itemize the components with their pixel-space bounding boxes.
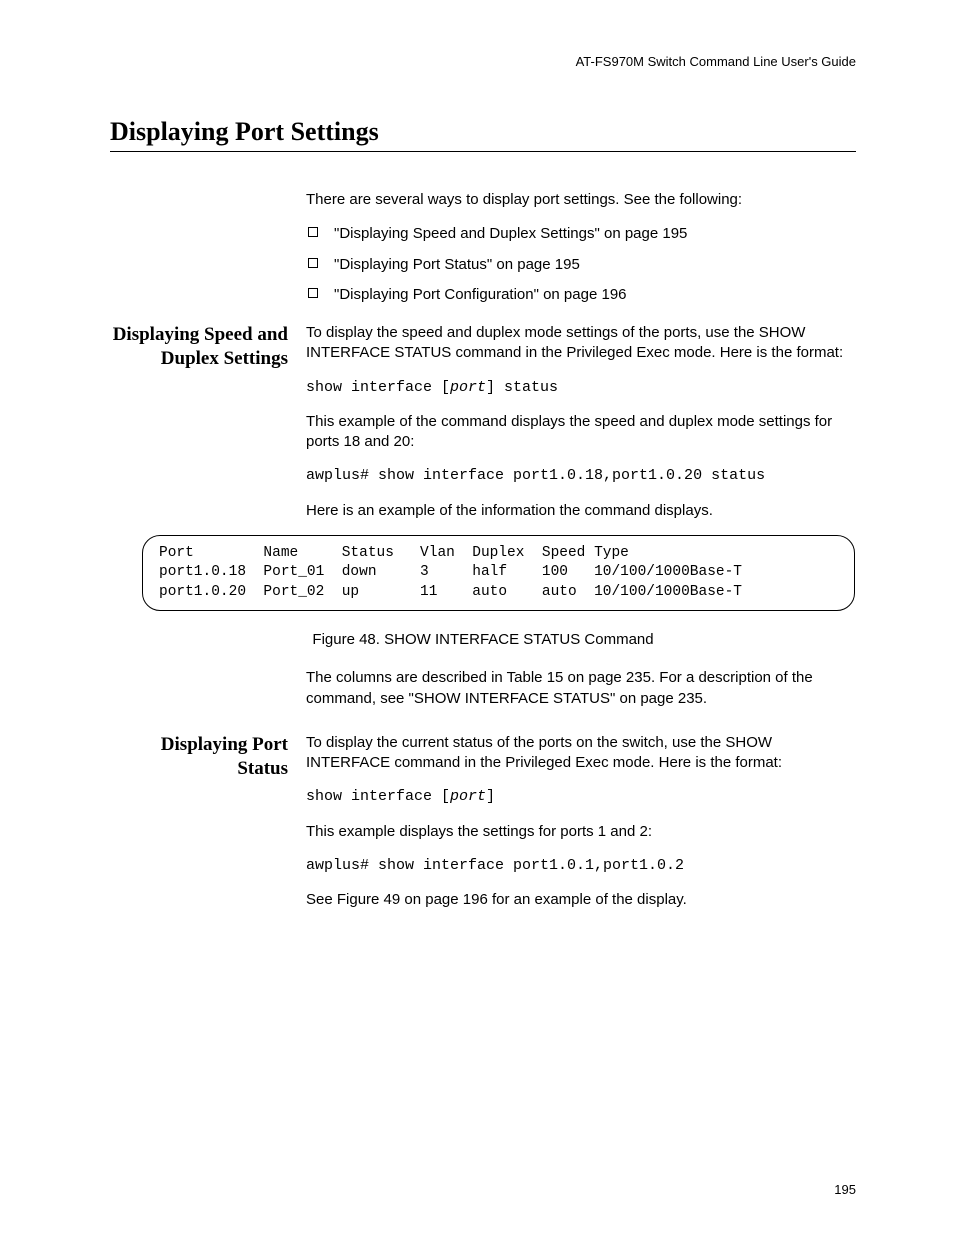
cmd-text: ]: [486, 788, 495, 805]
bullet-marker-icon: [308, 258, 318, 268]
section2-p2: This example displays the settings for p…: [306, 822, 856, 842]
bullet-text: "Displaying Port Configuration" on page …: [334, 286, 627, 303]
section2-p1: To display the current status of the por…: [306, 733, 856, 774]
bullet-marker-icon: [308, 227, 318, 237]
section1-p2: This example of the command displays the…: [306, 412, 856, 453]
section2-p3: See Figure 49 on page 196 for an example…: [306, 890, 856, 910]
section2-heading: Displaying Port Status: [110, 733, 288, 781]
bullet-item: "Displaying Speed and Duplex Settings" o…: [306, 224, 856, 244]
cmd-text: ] status: [486, 379, 558, 396]
section1-p1: To display the speed and duplex mode set…: [306, 323, 856, 364]
after-figure-paragraph: The columns are described in Table 15 on…: [306, 668, 856, 709]
bullet-marker-icon: [308, 288, 318, 298]
after-figure-row: The columns are described in Table 15 on…: [110, 668, 856, 723]
section1-p3: Here is an example of the information th…: [306, 501, 856, 521]
title-rule: [110, 151, 856, 152]
section1-example: awplus# show interface port1.0.18,port1.…: [306, 466, 856, 486]
page-title: Displaying Port Settings: [110, 117, 856, 147]
bullet-text: "Displaying Port Status" on page 195: [334, 256, 580, 273]
section2-example: awplus# show interface port1.0.1,port1.0…: [306, 856, 856, 876]
bullet-item: "Displaying Port Status" on page 195: [306, 255, 856, 275]
bullet-list: "Displaying Speed and Duplex Settings" o…: [306, 224, 856, 305]
section2-command-format: show interface [port]: [306, 787, 856, 807]
bullet-item: "Displaying Port Configuration" on page …: [306, 285, 856, 305]
page-number: 195: [834, 1182, 856, 1197]
bullet-text: "Displaying Speed and Duplex Settings" o…: [334, 225, 687, 242]
figure-caption: Figure 48. SHOW INTERFACE STATUS Command: [110, 631, 856, 648]
section1-heading: Displaying Speed and Duplex Settings: [110, 323, 288, 371]
cmd-param: port: [450, 788, 486, 805]
intro-row: There are several ways to display port s…: [110, 190, 856, 323]
page-container: AT-FS970M Switch Command Line User's Gui…: [0, 0, 954, 1235]
command-output-box: Port Name Status Vlan Duplex Speed Type …: [142, 535, 855, 612]
section2-row: Displaying Port Status To display the cu…: [110, 733, 856, 925]
intro-paragraph: There are several ways to display port s…: [306, 190, 856, 210]
cmd-text: show interface [: [306, 379, 450, 396]
section1-row: Displaying Speed and Duplex Settings To …: [110, 323, 856, 535]
cmd-param: port: [450, 379, 486, 396]
running-header: AT-FS970M Switch Command Line User's Gui…: [110, 54, 856, 69]
section1-command-format: show interface [port] status: [306, 378, 856, 398]
cmd-text: show interface [: [306, 788, 450, 805]
